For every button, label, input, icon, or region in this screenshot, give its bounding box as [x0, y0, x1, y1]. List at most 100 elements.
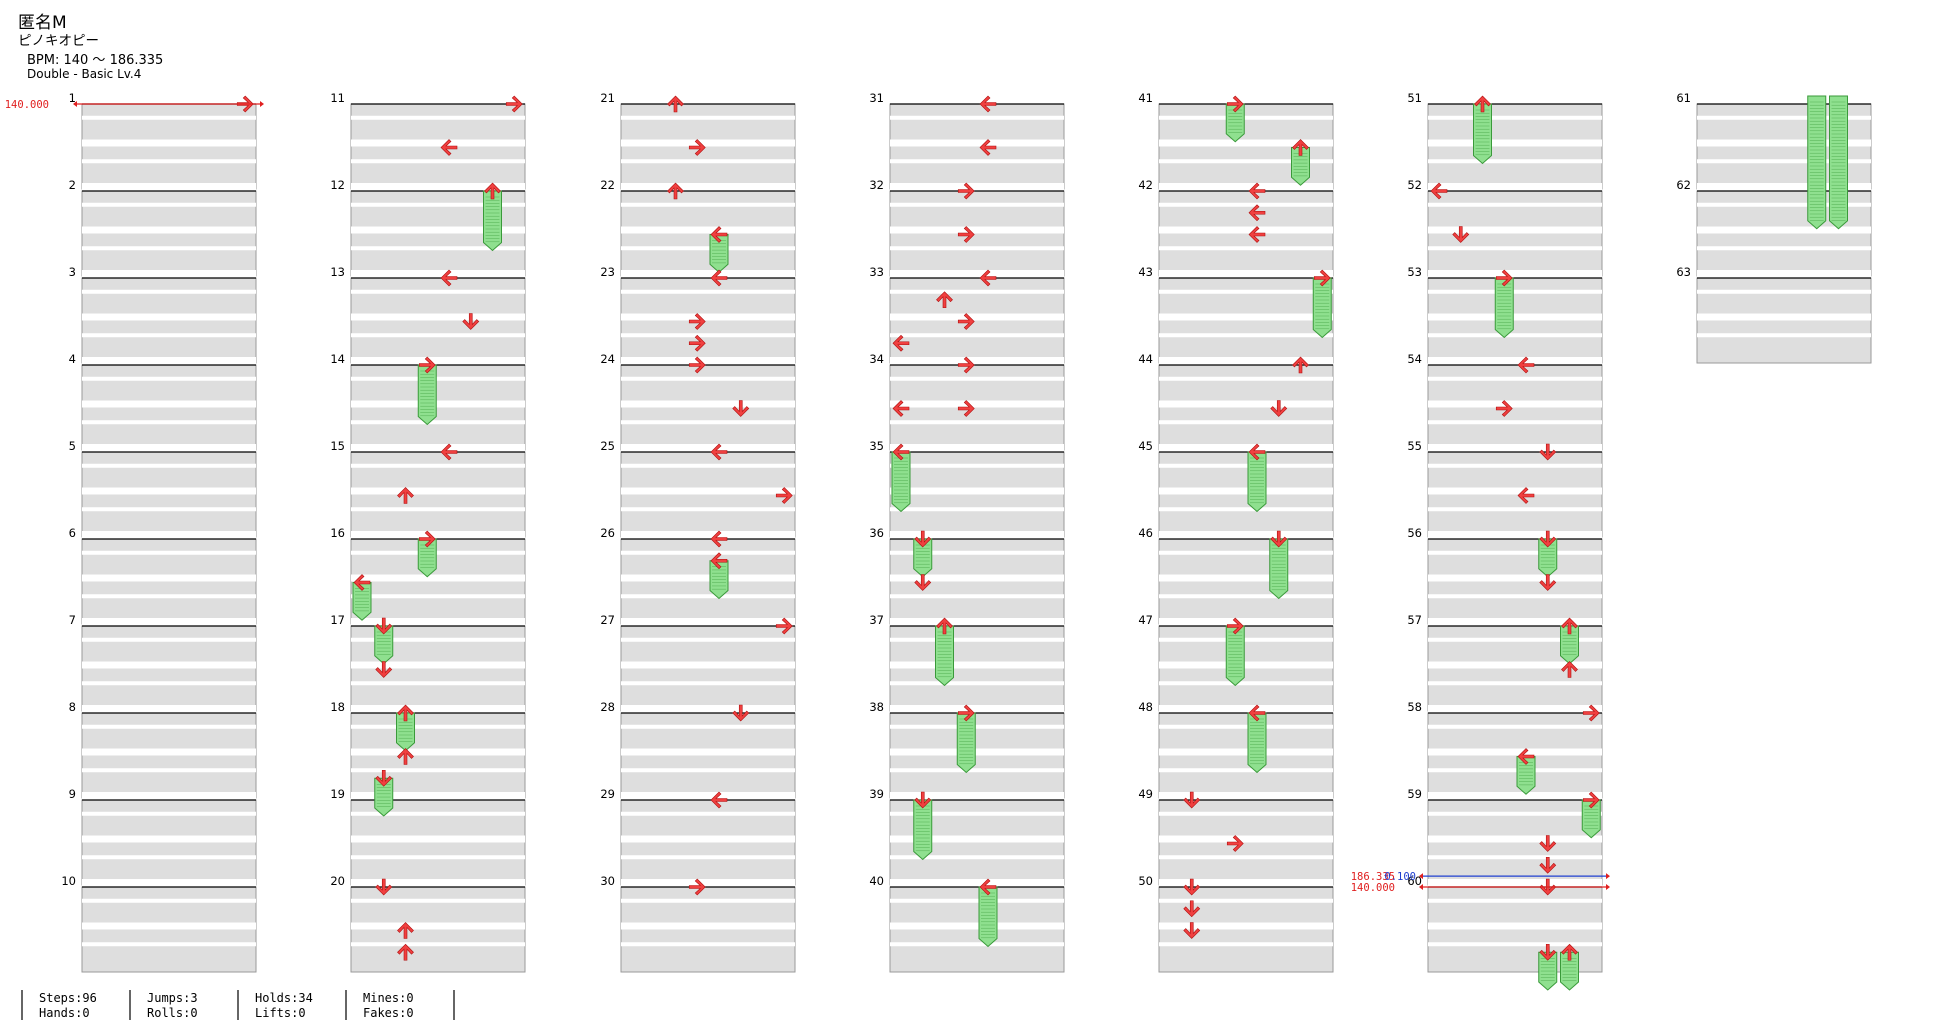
measure-number: 4 [69, 352, 76, 366]
measure-7: 7 [69, 613, 257, 712]
half-gap [1159, 922, 1333, 930]
chart-title: 匿名M [18, 13, 67, 33]
arrow-left-icon [710, 791, 728, 809]
half-gap [621, 835, 795, 843]
half-gap [1428, 748, 1602, 756]
note [957, 356, 975, 374]
bpm-marker: 140.000 [1351, 882, 1610, 894]
measure-number: 36 [869, 526, 884, 540]
measure-number: 2 [69, 178, 76, 192]
measure-number: 21 [600, 91, 615, 105]
measure-gap [1428, 879, 1602, 886]
beat-gap [621, 507, 795, 512]
note [505, 95, 523, 113]
beat-gap [890, 202, 1064, 207]
measure-number: 42 [1138, 178, 1153, 192]
arrow-down-icon [1539, 574, 1557, 591]
measure-number: 27 [600, 613, 615, 627]
beat-gap [890, 507, 1064, 512]
note [1560, 943, 1579, 991]
measure-17: 17 [330, 613, 526, 712]
measure-9: 9 [69, 787, 257, 886]
measure-number: 47 [1138, 613, 1153, 627]
beat-gap [890, 246, 1064, 251]
measure-gap [351, 96, 525, 103]
arrow-right-icon [1226, 95, 1244, 113]
measure-gap [82, 183, 256, 190]
arrow-left-icon [1430, 182, 1448, 200]
measure-number: 7 [69, 613, 76, 627]
beat-gap [1428, 246, 1602, 251]
beat-gap [1428, 420, 1602, 425]
beat-gap [890, 289, 1064, 294]
measure-number: 29 [600, 787, 615, 801]
half-gap [621, 400, 795, 408]
note [1183, 922, 1201, 939]
beat-gap [82, 289, 256, 294]
half-gap [351, 835, 525, 843]
beat-gap [621, 463, 795, 468]
beat-gap [621, 855, 795, 860]
measure-gap [621, 96, 795, 103]
beat-gap [1159, 855, 1333, 860]
measure-number: 3 [69, 265, 76, 279]
beat-gap [82, 202, 256, 207]
measure-number: 31 [869, 91, 884, 105]
beat-gap [621, 550, 795, 555]
measure-gap [1159, 444, 1333, 451]
half-gap [890, 313, 1064, 321]
measure-number: 30 [600, 874, 615, 888]
measure-53: 53 [1407, 265, 1603, 364]
arrow-left-icon [440, 443, 458, 461]
arrow-right-icon [418, 356, 436, 374]
note [1248, 204, 1266, 222]
arrow-left-icon [353, 574, 371, 591]
note [1473, 95, 1492, 165]
measure-gap [1159, 96, 1333, 103]
note [1247, 704, 1267, 774]
arrow-down-icon [375, 769, 393, 787]
measure-gap [1159, 183, 1333, 190]
arrow-right-icon [775, 487, 793, 504]
measure-gap [351, 531, 525, 538]
measure-gap [621, 183, 795, 190]
beat-gap [1159, 681, 1333, 686]
beat-gap [1428, 855, 1602, 860]
measure-number: 49 [1138, 787, 1153, 801]
arrow-up-icon [1561, 661, 1578, 678]
measure-gap [1697, 270, 1871, 277]
measure-59: 59 [1407, 787, 1603, 886]
half-gap [1697, 226, 1871, 234]
arrow-left-icon [1248, 226, 1266, 243]
measure-number: 51 [1407, 91, 1422, 105]
measure-number: 34 [869, 352, 884, 366]
note [1292, 356, 1309, 374]
arrow-down-icon [1183, 922, 1201, 939]
note [936, 291, 953, 309]
half-gap [890, 574, 1064, 582]
arrow-left-icon [710, 443, 728, 461]
measure-number: 54 [1407, 352, 1422, 366]
beat-gap [1697, 246, 1871, 251]
measure-number: 17 [330, 613, 345, 627]
measure-gap [82, 531, 256, 538]
note [1539, 443, 1557, 461]
note [1226, 835, 1244, 852]
beat-gap [890, 333, 1064, 338]
arrow-left-icon [979, 269, 997, 287]
measure-31: 31 [869, 91, 1065, 190]
beat-gap [890, 942, 1064, 947]
beat-gap [621, 246, 795, 251]
measure-gap [82, 792, 256, 799]
note [1225, 617, 1245, 687]
half-gap [1428, 922, 1602, 930]
note [956, 704, 976, 774]
note [892, 400, 910, 417]
note [1807, 95, 1827, 230]
measure-28: 28 [600, 700, 796, 799]
beat-gap [1428, 768, 1602, 773]
bpm-value: 140.000 [1351, 882, 1395, 894]
stat-item: Mines:0 [363, 991, 414, 1005]
beat-gap [890, 855, 1064, 860]
beat-gap [1428, 898, 1602, 903]
